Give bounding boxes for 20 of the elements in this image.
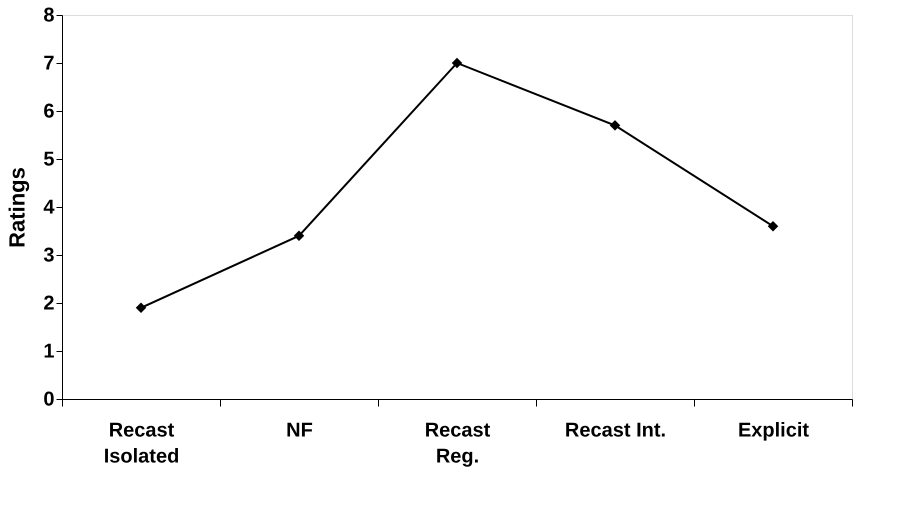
y-tick-label: 8	[43, 4, 54, 26]
y-tick-label: 4	[43, 196, 56, 218]
y-axis-title: Ratings	[4, 167, 30, 248]
point	[610, 120, 620, 131]
point	[768, 220, 778, 232]
point	[294, 230, 304, 242]
point	[136, 302, 146, 314]
x-tick-label: Recast Int.	[564, 420, 666, 442]
y-tick-label: 5	[43, 148, 54, 170]
y-tick-label: 6	[43, 100, 54, 122]
x-tick-label: Recast Isolated	[104, 420, 180, 468]
y-tick-label: 7	[43, 52, 54, 74]
point	[452, 58, 462, 68]
x-tick-label: Explicit	[738, 420, 810, 442]
x-tick-label: NF	[286, 420, 313, 442]
y-tick-label: 3	[43, 244, 54, 266]
y-tick-label: 0	[43, 388, 54, 410]
x-tick-label: Recast Reg.	[424, 420, 491, 468]
y-tick-label: 2	[43, 292, 54, 314]
y-tick-label: 1	[43, 340, 54, 362]
